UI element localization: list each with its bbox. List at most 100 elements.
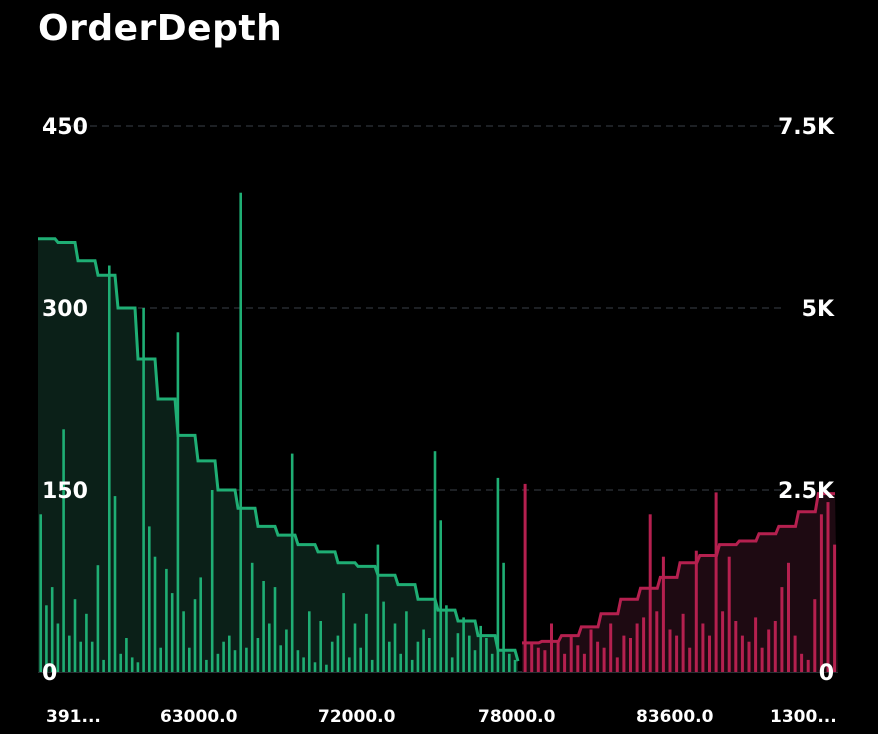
ask-bar	[550, 623, 553, 672]
bid-bar	[68, 635, 71, 672]
bid-bar	[216, 653, 220, 672]
bid-bar	[285, 629, 288, 672]
ask-bar	[563, 653, 567, 672]
bid-bar	[176, 332, 180, 672]
ask-bar	[655, 611, 659, 672]
bid-bar	[296, 650, 300, 672]
ask-bar	[629, 638, 632, 672]
bid-bar	[79, 641, 82, 672]
ask-bar	[582, 653, 586, 672]
ask-bar	[596, 641, 600, 672]
bid-bar	[205, 659, 208, 672]
bid-bar	[325, 664, 328, 672]
ask-bar	[787, 562, 790, 672]
bid-bar	[502, 562, 505, 672]
ask-bar	[681, 613, 685, 672]
x-axis-tick-label: 391...	[46, 707, 101, 727]
bid-bar	[113, 496, 117, 672]
ask-bar	[688, 647, 692, 672]
bid-bar	[485, 638, 488, 672]
bid-bar	[490, 653, 494, 672]
ask-bar	[556, 641, 560, 672]
ask-bar	[648, 514, 652, 672]
bid-bar	[428, 638, 431, 672]
bid-bar	[359, 647, 362, 672]
bid-bar	[439, 520, 442, 672]
ask-bar	[536, 647, 540, 672]
page-title: OrderDepth	[38, 8, 283, 49]
bid-bar	[199, 577, 202, 672]
ask-bar	[609, 623, 613, 672]
bid-bar	[273, 587, 277, 672]
ask-bar	[615, 657, 619, 672]
ask-bar	[622, 635, 626, 672]
bid-bar	[228, 635, 231, 672]
x-axis-tick-label: 1300...	[770, 707, 837, 727]
x-axis-tick-label: 63000.0	[160, 707, 238, 727]
ask-bar	[833, 544, 837, 672]
ask-bar	[661, 556, 665, 672]
bid-bar	[108, 265, 111, 672]
bid-bar	[508, 653, 511, 672]
bid-bar	[382, 601, 385, 672]
bid-bar	[405, 611, 408, 672]
bid-bar	[433, 451, 437, 672]
right-axis-tick-label: 2.5K	[778, 479, 835, 504]
bid-bar	[130, 657, 134, 672]
ask-cumulative-line	[522, 492, 835, 645]
bid-bar	[308, 611, 311, 672]
left-axis-tick-label: 450	[42, 115, 88, 140]
bid-bar	[239, 192, 242, 672]
bid-bar	[445, 605, 448, 672]
x-axis-tick-label: 83600.0	[636, 707, 714, 727]
ask-bar	[642, 617, 646, 672]
right-axis-tick-label: 5K	[802, 297, 835, 322]
ask-area	[522, 493, 838, 672]
ask-bar	[780, 587, 784, 672]
bid-bar	[96, 565, 100, 672]
bid-bar	[45, 605, 48, 672]
ask-bar	[740, 635, 744, 672]
bid-bar	[468, 635, 471, 672]
bid-bar	[456, 633, 460, 672]
bid-bar	[250, 562, 254, 672]
bid-bar	[365, 613, 368, 672]
bid-bar	[262, 581, 265, 672]
ask-bar	[806, 659, 810, 672]
bid-bar	[233, 650, 237, 672]
bid-bar	[268, 623, 271, 672]
bid-cumulative-line	[38, 237, 520, 662]
ask-bar	[543, 650, 547, 672]
bid-bar	[142, 308, 145, 672]
bid-bar	[56, 623, 60, 672]
bid-bar	[279, 645, 282, 672]
bid-bar	[159, 647, 162, 672]
bid-bar	[302, 657, 305, 672]
ask-bar	[708, 635, 711, 672]
bid-bar	[62, 429, 65, 672]
bid-bar	[119, 653, 122, 672]
bid-area	[38, 238, 518, 673]
ask-bar	[819, 514, 823, 672]
ask-bar	[734, 621, 738, 672]
bid-bar	[479, 625, 482, 672]
bid-bar	[393, 623, 397, 672]
ask-bar	[767, 629, 771, 672]
left-axis-tick-label: 0	[42, 661, 57, 686]
left-axis-tick-label: 300	[42, 297, 88, 322]
ask-bar	[701, 623, 705, 672]
ask-bar	[760, 647, 764, 672]
x-axis-tick-label: 78000.0	[478, 707, 556, 727]
bid-bar	[245, 647, 248, 672]
ask-bar	[635, 623, 639, 672]
ask-bar	[523, 483, 527, 672]
left-axis-tick-label: 150	[42, 479, 88, 504]
ask-bar	[602, 647, 606, 672]
bid-bar	[450, 657, 454, 672]
bid-bar	[165, 568, 168, 672]
bid-bar	[102, 659, 105, 672]
bid-bar	[370, 659, 374, 672]
bid-bar	[39, 514, 42, 672]
bid-bar	[496, 477, 500, 672]
